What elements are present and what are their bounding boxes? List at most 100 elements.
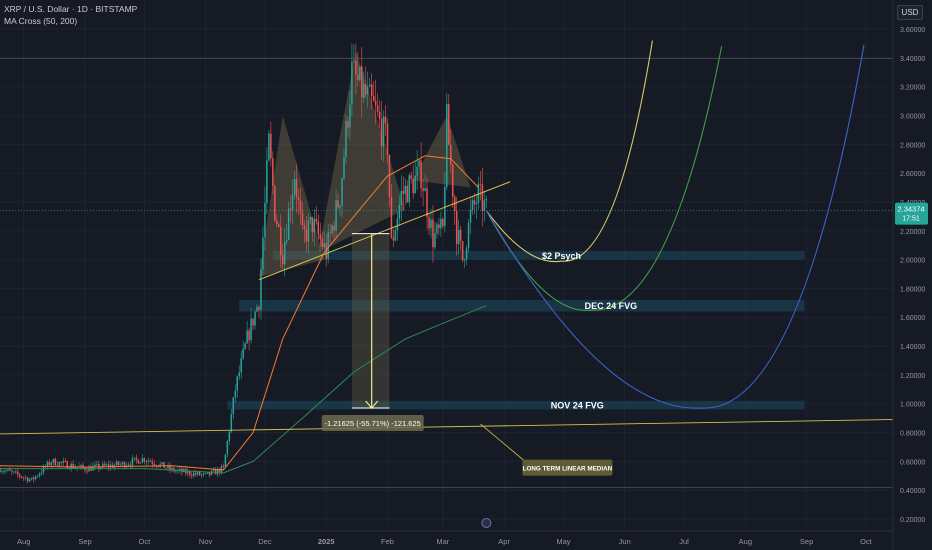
zone-label: NOV 24 FVG [551, 401, 604, 411]
candle-body [408, 175, 410, 203]
candle-body [157, 466, 159, 468]
candle-body [26, 477, 29, 482]
median-label-box [522, 459, 613, 476]
price-tick-label: 2.00000 [900, 258, 925, 265]
replay-icon [481, 518, 492, 528]
candle-body [32, 477, 35, 480]
candle-body [281, 255, 284, 265]
candle-body [175, 470, 177, 472]
candle-body [465, 248, 468, 260]
ma50-line [0, 155, 479, 471]
candle-body [222, 466, 225, 468]
candle-body [422, 188, 424, 192]
candle-body [301, 212, 304, 226]
candle-body [424, 188, 426, 192]
indicator-label[interactable]: MA Cross (50, 200) [4, 16, 78, 26]
candle-body [418, 160, 420, 167]
currency-button[interactable]: USD [897, 5, 923, 20]
candle-body [165, 468, 167, 469]
candle-body [485, 198, 488, 201]
time-tick-label: Apr [498, 537, 510, 546]
candle-body [430, 219, 432, 229]
candle-body [9, 469, 11, 471]
measure-range [351, 233, 390, 409]
candle-body [469, 210, 472, 223]
shoulder-triangle [413, 115, 471, 188]
candle-body [483, 200, 486, 211]
candle-body [214, 469, 217, 475]
candle-body [420, 160, 422, 189]
candle-body [15, 471, 17, 473]
candle-body [208, 472, 211, 475]
candle-body [463, 259, 466, 261]
candle-body [276, 220, 278, 225]
candle-body [311, 217, 314, 233]
price-tick-label: 3.40000 [900, 56, 925, 63]
candle-body [80, 464, 82, 467]
candle-body [321, 238, 324, 248]
candle-body [264, 203, 266, 238]
zone-label: $2 Psych [542, 251, 581, 261]
candle-body [246, 330, 248, 344]
time-axis[interactable]: Aug Sep Oct Nov Dec 2025 Feb Mar Apr May Jun Jul Aug… [0, 518, 893, 547]
candle-body [398, 204, 401, 219]
long-term-median [0, 419, 894, 435]
fvg-zone [239, 299, 805, 312]
candle-body [36, 475, 39, 477]
candle-body [270, 133, 272, 159]
candle-body [392, 237, 395, 241]
price-tick-label: 2.20000 [900, 229, 925, 236]
candle-body [457, 229, 460, 245]
candle-body [450, 145, 452, 165]
candle-body [133, 457, 136, 459]
candle-body [196, 471, 199, 475]
time-tick-label: Sep [78, 537, 91, 546]
moving-averages [0, 155, 487, 474]
candle-body [384, 116, 387, 124]
candle-body [17, 471, 19, 475]
candle-body [82, 464, 84, 468]
projection-curve [485, 46, 723, 311]
candle-body [473, 200, 476, 205]
candle-body [285, 239, 288, 242]
time-tick-label: Oct [138, 537, 151, 546]
candle-body [331, 225, 333, 234]
price-tick-label: 1.40000 [900, 344, 925, 351]
candle-body [19, 474, 21, 477]
time-tick-label: Aug [739, 537, 752, 546]
candle-body [198, 471, 201, 476]
candle-body [121, 462, 124, 465]
candle-body [46, 461, 49, 467]
candle-body [477, 183, 480, 203]
candle-body [268, 133, 270, 161]
candle-body [187, 471, 189, 474]
candle-body [3, 471, 5, 472]
candle-body [376, 105, 379, 112]
candle-body [327, 232, 329, 259]
candle-body [313, 218, 316, 233]
time-tick-label: Jun [619, 537, 631, 546]
candle-body [396, 218, 399, 231]
price-axis[interactable]: 3.60000 3.40000 3.20000 3.00000 2.80000 2.600… [892, 0, 932, 550]
candle-body [305, 229, 308, 242]
candle-body [363, 83, 365, 98]
candle-body [260, 269, 262, 310]
candle-body [169, 465, 171, 470]
fvg-zone [272, 250, 805, 260]
candle-body [30, 477, 33, 480]
time-tick-label: 2025 [318, 537, 335, 546]
candle-body [382, 116, 385, 147]
candle-body [345, 121, 347, 158]
candle-body [414, 175, 416, 194]
candle-body [279, 226, 282, 256]
candle-body [380, 118, 383, 147]
candle-body [7, 469, 9, 471]
candle-body [194, 472, 197, 475]
candle-body [5, 470, 7, 472]
candle-body [248, 330, 250, 341]
candle-body [262, 237, 264, 270]
price-tick-label: 3.60000 [900, 27, 925, 34]
candle-body [48, 461, 51, 466]
candle-body [218, 468, 221, 473]
